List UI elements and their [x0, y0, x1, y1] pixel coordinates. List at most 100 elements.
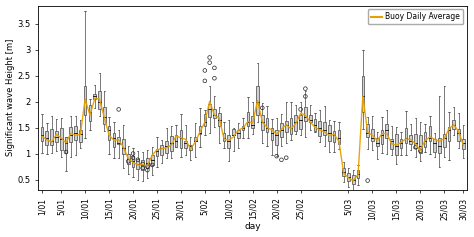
Bar: [414, 134, 417, 147]
X-axis label: day: day: [245, 223, 261, 232]
Bar: [390, 139, 393, 149]
Bar: [285, 121, 288, 132]
Bar: [410, 135, 412, 144]
Bar: [319, 121, 321, 136]
Bar: [261, 115, 264, 130]
Bar: [271, 128, 273, 140]
Point: [206, 56, 213, 59]
Bar: [228, 135, 230, 148]
Bar: [141, 160, 144, 170]
Bar: [395, 134, 398, 155]
Bar: [151, 155, 154, 165]
Bar: [337, 130, 340, 144]
Point: [129, 156, 137, 160]
Bar: [323, 122, 326, 135]
Bar: [146, 158, 149, 168]
Bar: [366, 124, 369, 137]
Bar: [246, 112, 249, 126]
Bar: [385, 124, 388, 138]
Legend: Buoy Daily Average: Buoy Daily Average: [368, 9, 464, 24]
Bar: [457, 129, 460, 141]
Point: [148, 163, 156, 167]
Bar: [232, 129, 235, 136]
Bar: [357, 170, 359, 178]
Bar: [371, 129, 374, 141]
Bar: [242, 126, 245, 130]
Point: [125, 160, 132, 163]
Point: [301, 87, 309, 91]
Bar: [304, 107, 307, 121]
Point: [62, 150, 70, 154]
Bar: [309, 114, 311, 122]
Bar: [175, 135, 177, 147]
Bar: [84, 86, 86, 115]
Bar: [400, 139, 402, 148]
Bar: [438, 138, 441, 153]
Point: [258, 106, 266, 110]
Point: [412, 146, 419, 149]
Bar: [256, 86, 259, 115]
Bar: [275, 130, 278, 145]
Point: [364, 179, 372, 182]
Point: [417, 149, 424, 153]
Bar: [93, 94, 96, 99]
Bar: [280, 123, 283, 137]
Point: [283, 156, 290, 160]
Bar: [419, 135, 422, 153]
Bar: [381, 130, 383, 144]
Bar: [69, 127, 72, 142]
Bar: [290, 118, 292, 134]
Bar: [137, 159, 139, 169]
Bar: [362, 76, 364, 112]
Point: [129, 152, 137, 155]
Bar: [46, 131, 48, 146]
Bar: [266, 118, 268, 132]
Bar: [447, 127, 450, 141]
Bar: [189, 145, 192, 150]
Bar: [433, 139, 436, 151]
Bar: [170, 136, 173, 151]
Bar: [50, 129, 53, 146]
Point: [139, 166, 146, 170]
Bar: [194, 137, 197, 141]
Bar: [108, 126, 110, 140]
Point: [134, 158, 142, 162]
Point: [210, 76, 218, 80]
Point: [297, 108, 304, 111]
Bar: [64, 137, 67, 153]
Bar: [428, 126, 431, 141]
Point: [278, 158, 285, 162]
Bar: [314, 119, 316, 131]
Bar: [352, 175, 355, 184]
Bar: [213, 109, 216, 118]
Bar: [251, 116, 254, 128]
Point: [144, 165, 151, 169]
Point: [115, 108, 122, 111]
Bar: [118, 137, 120, 144]
Bar: [89, 105, 91, 121]
Point: [201, 68, 209, 72]
Bar: [237, 130, 240, 138]
Bar: [79, 130, 82, 142]
Bar: [98, 91, 101, 109]
Point: [139, 162, 146, 166]
Bar: [112, 133, 115, 146]
Point: [210, 66, 218, 70]
Point: [144, 168, 151, 172]
Bar: [328, 125, 331, 141]
Bar: [208, 104, 211, 117]
Bar: [199, 126, 201, 134]
Bar: [184, 141, 187, 148]
Bar: [203, 114, 206, 126]
Bar: [60, 128, 63, 150]
Bar: [223, 133, 225, 141]
Bar: [74, 126, 77, 140]
Point: [273, 154, 281, 158]
Bar: [424, 132, 427, 147]
Bar: [132, 156, 134, 167]
Bar: [41, 127, 44, 141]
Bar: [347, 173, 350, 181]
Bar: [160, 145, 163, 155]
Bar: [294, 115, 297, 131]
Bar: [218, 113, 220, 126]
